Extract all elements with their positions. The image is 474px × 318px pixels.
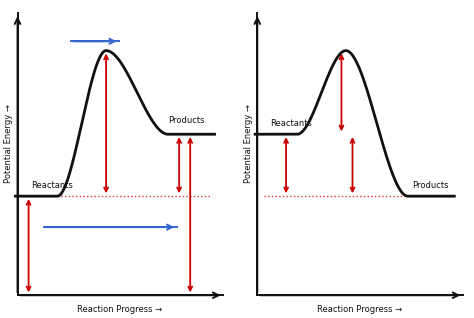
Text: Reactants: Reactants <box>271 119 312 128</box>
Text: Potential Energy →: Potential Energy → <box>244 104 253 183</box>
Text: Reactants: Reactants <box>31 181 73 190</box>
Text: Products: Products <box>412 181 449 190</box>
Text: Reaction Progress →: Reaction Progress → <box>317 305 401 314</box>
Text: Products: Products <box>168 116 205 125</box>
Text: Reaction Progress →: Reaction Progress → <box>77 305 162 314</box>
Text: Potential Energy →: Potential Energy → <box>4 104 13 183</box>
